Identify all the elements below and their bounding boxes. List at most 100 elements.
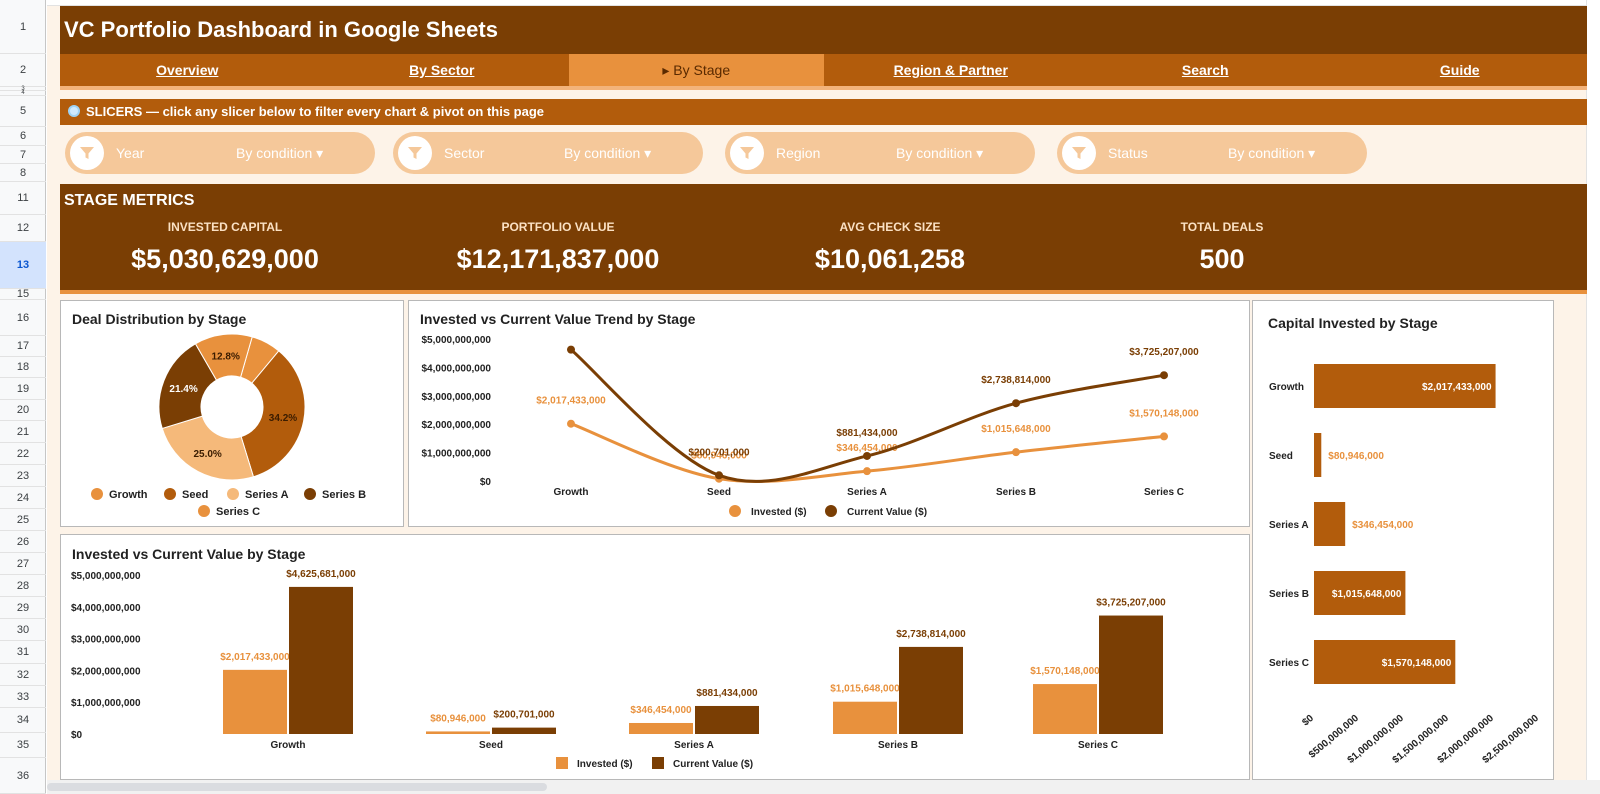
bar: [629, 722, 693, 734]
data-label: $1,015,648,000: [981, 424, 1051, 435]
chart-capital-by-stage[interactable]: Capital Invested by Stage Growth $2,017,4…: [1252, 300, 1554, 780]
row-number[interactable]: 26: [0, 531, 46, 553]
data-point: [1160, 371, 1168, 380]
slicer-name: Year: [116, 145, 145, 161]
bar: [1314, 364, 1496, 408]
slicer-condition-dropdown[interactable]: By condition ▾: [896, 144, 984, 161]
row-number[interactable]: 8: [0, 164, 46, 182]
row-number[interactable]: 4: [0, 90, 46, 96]
bar: [833, 701, 897, 734]
line-chart-svg: $0 $1,000,000,000 $2,000,000,000 $3,000,000…: [421, 335, 1199, 518]
row-number[interactable]: 28: [0, 575, 46, 597]
tab-by-stage[interactable]: ▸ By Stage: [569, 54, 824, 86]
row-number[interactable]: 11: [0, 182, 46, 215]
legend-swatch: [227, 488, 239, 500]
chart-title: Invested vs Current Value by Stage: [72, 546, 306, 562]
metric-portfolio-value: PORTFOLIO VALUE $12,171,837,000: [393, 220, 723, 275]
row-number[interactable]: 25: [0, 509, 46, 531]
magnifier-icon: [68, 105, 80, 117]
row-number[interactable]: 36: [0, 758, 46, 794]
bar: [899, 646, 963, 734]
slicer-sector[interactable]: Sector By condition ▾: [393, 132, 703, 174]
scrollbar-thumb[interactable]: [47, 783, 547, 791]
row-number[interactable]: 33: [0, 686, 46, 708]
row-number[interactable]: 24: [0, 487, 46, 509]
x-tick-label: $0: [1300, 713, 1316, 729]
row-number[interactable]: 35: [0, 733, 46, 758]
row-number[interactable]: 3: [0, 86, 46, 92]
row-number[interactable]: 1: [0, 0, 46, 54]
metric-avg-check-size: AVG CHECK SIZE $10,061,258: [725, 220, 1055, 275]
chart-title: Capital Invested by Stage: [1268, 315, 1438, 331]
filter-icon: [730, 136, 764, 170]
slicer-condition-dropdown[interactable]: By condition ▾: [1228, 144, 1316, 161]
row-number[interactable]: 5: [0, 96, 46, 127]
metric-label: INVESTED CAPITAL: [167, 220, 283, 234]
row-number[interactable]: 32: [0, 664, 46, 686]
data-point: [567, 345, 575, 354]
row-number[interactable]: 30: [0, 619, 46, 641]
data-label: $346,454,000: [1352, 520, 1414, 531]
grid-right-edge: [1586, 0, 1600, 794]
legend-swatch: [91, 488, 103, 500]
row-number[interactable]: 29: [0, 597, 46, 619]
horizontal-scrollbar[interactable]: [47, 780, 1600, 794]
slice-label: 21.4%: [169, 384, 197, 395]
donut-chart-svg: 34.2% 25.0% 21.4% 12.8% Growth Seed Series A Se…: [91, 333, 366, 518]
legend-swatch: [556, 757, 568, 769]
tab-search[interactable]: Search: [1181, 62, 1229, 78]
tab-region-partner[interactable]: Region & Partner: [893, 62, 1008, 78]
metrics-heading: STAGE METRICS: [64, 192, 195, 209]
filter-icon: [70, 136, 104, 170]
y-tick-label: Growth: [1269, 382, 1304, 393]
row-number[interactable]: 17: [0, 336, 46, 357]
filter-icon: [398, 136, 432, 170]
data-point: [715, 471, 723, 480]
row-number[interactable]: 23: [0, 465, 46, 487]
data-label: $2,017,433,000: [220, 652, 290, 663]
tab-overview[interactable]: Overview: [156, 62, 219, 78]
row-number[interactable]: 27: [0, 553, 46, 575]
row-number[interactable]: 16: [0, 300, 46, 336]
x-tick-label: Series B: [878, 740, 918, 751]
row-number[interactable]: 7: [0, 146, 46, 164]
legend-swatch: [652, 757, 664, 769]
chart-trend-by-stage[interactable]: Invested vs Current Value Trend by Stage…: [408, 300, 1250, 527]
metrics-underline: [60, 290, 1587, 294]
data-label: $80,946,000: [1328, 451, 1384, 462]
row-number[interactable]: 31: [0, 641, 46, 664]
tab-by-sector[interactable]: By Sector: [409, 62, 475, 78]
row-number[interactable]: 19: [0, 378, 46, 400]
legend-label: Growth: [109, 489, 148, 501]
slicer-region[interactable]: Region By condition ▾: [725, 132, 1035, 174]
tab-underline: [60, 86, 1587, 90]
slicer-condition-dropdown[interactable]: By condition ▾: [564, 144, 652, 161]
data-point: [1160, 432, 1168, 441]
donut-slice: [240, 350, 306, 478]
row-number[interactable]: 12: [0, 215, 46, 242]
tab-guide[interactable]: Guide: [1439, 62, 1480, 78]
data-point: [1012, 448, 1020, 457]
row-number[interactable]: 21: [0, 421, 46, 443]
row-number[interactable]: 18: [0, 357, 46, 378]
row-number[interactable]: 13: [0, 242, 46, 289]
row-number[interactable]: 20: [0, 400, 46, 421]
y-tick-label: $0: [71, 730, 83, 741]
row-number[interactable]: 2: [0, 54, 46, 87]
chart-invested-vs-current[interactable]: Invested vs Current Value by Stage $0 $1,…: [60, 534, 1250, 780]
slicer-condition-dropdown[interactable]: By condition ▾: [236, 144, 324, 161]
slicer-year[interactable]: Year By condition ▾: [65, 132, 375, 174]
data-label: $200,701,000: [688, 447, 750, 458]
slicer-status[interactable]: Status By condition ▾: [1057, 132, 1367, 174]
slice-label: 12.8%: [211, 351, 239, 362]
y-tick-label: $1,000,000,000: [421, 449, 491, 460]
metric-invested-capital: INVESTED CAPITAL $5,030,629,000: [60, 220, 390, 275]
row-number[interactable]: 6: [0, 127, 46, 146]
data-label: $200,701,000: [493, 710, 555, 721]
metric-label: TOTAL DEALS: [1180, 220, 1264, 234]
row-number[interactable]: 15: [0, 289, 46, 300]
chart-deal-distribution[interactable]: Deal Distribution by Stage 34.2% 25.0% 21.…: [60, 300, 404, 527]
row-number[interactable]: 22: [0, 443, 46, 465]
y-tick-label: $1,000,000,000: [71, 698, 141, 709]
row-number[interactable]: 34: [0, 708, 46, 733]
